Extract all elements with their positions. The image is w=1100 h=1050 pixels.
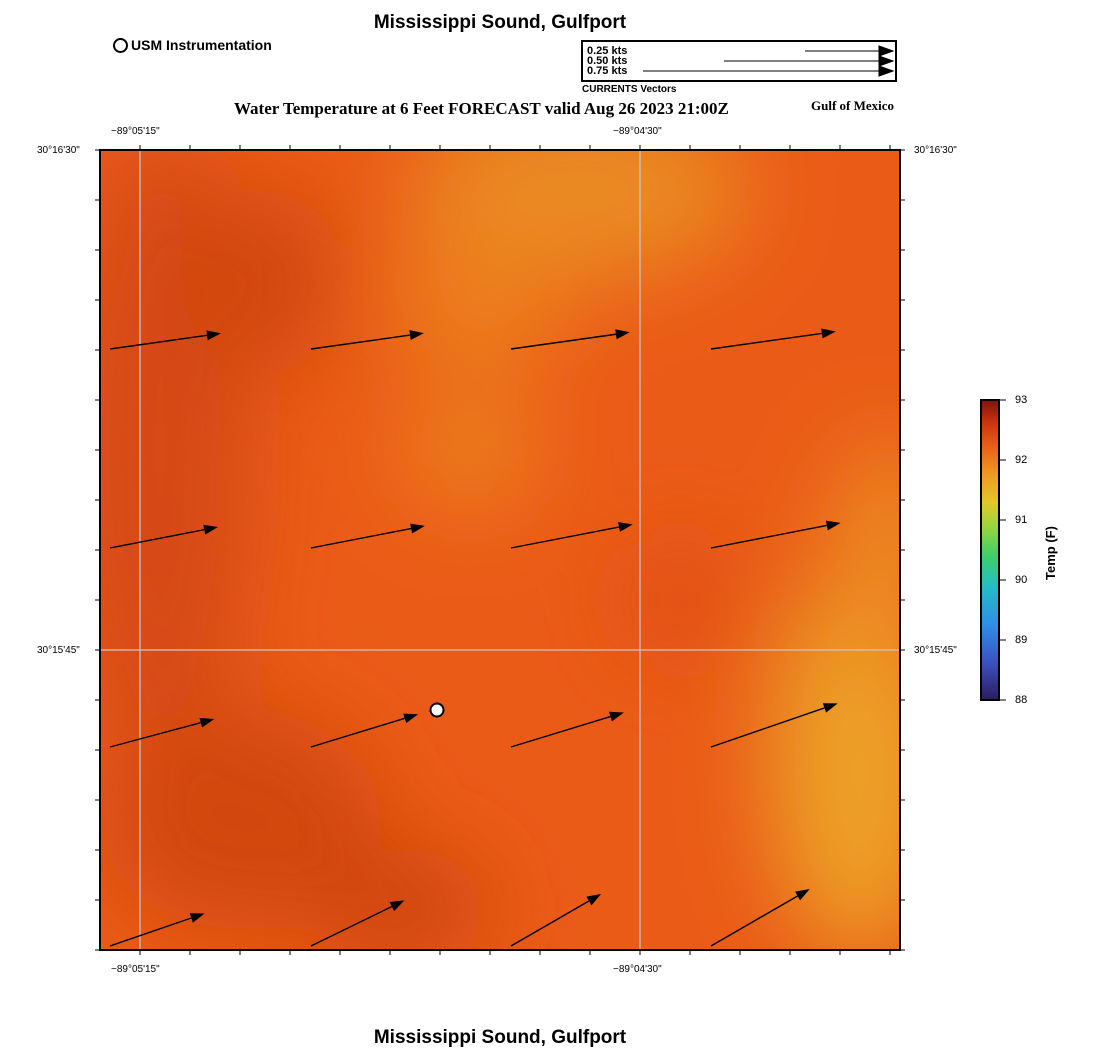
vector-legend: 0.25 kts 0.50 kts 0.75 kts bbox=[581, 40, 897, 82]
current-vector-6 bbox=[510, 522, 633, 549]
lat-label-left-1: 30°16'30" bbox=[37, 145, 80, 156]
frame-ticks bbox=[95, 145, 905, 955]
legend-arrowhead-025 bbox=[878, 45, 895, 57]
colorbar-label-90: 90 bbox=[1015, 574, 1028, 586]
current-vector-12 bbox=[109, 913, 205, 947]
current-vector-7 bbox=[710, 520, 841, 549]
current-vector-4 bbox=[109, 524, 218, 549]
colorbar-ticks bbox=[999, 399, 1006, 701]
vector-legend-label-3: 0.75 kts bbox=[587, 65, 628, 77]
colorbar-label-88: 88 bbox=[1015, 694, 1028, 706]
current-vector-9 bbox=[310, 713, 419, 748]
current-vector-2 bbox=[510, 329, 630, 350]
vector-legend-caption: CURRENTS Vectors bbox=[582, 84, 677, 95]
station-marker-icon bbox=[113, 37, 128, 53]
vector-legend-label-1: 0.25 kts bbox=[587, 45, 628, 57]
vector-legend-label-2: 0.50 kts bbox=[587, 55, 628, 67]
lat-label-right-2: 30°15'45" bbox=[914, 645, 957, 656]
lon-label-top-2: −89°04'30" bbox=[613, 126, 662, 137]
vector-legend-arrows bbox=[643, 45, 895, 77]
lon-label-bottom-1: −89°05'15" bbox=[111, 964, 160, 975]
current-vector-13 bbox=[310, 900, 405, 947]
current-vectors bbox=[109, 328, 841, 947]
colorbar-label-93: 93 bbox=[1015, 394, 1028, 406]
legend-arrowhead-075 bbox=[878, 65, 895, 77]
colorbar-label-91: 91 bbox=[1015, 514, 1028, 526]
map-subtitle: Water Temperature at 6 Feet FORECAST val… bbox=[234, 99, 729, 118]
station-legend: USM Instrumentation bbox=[113, 37, 272, 53]
colorbar-label-92: 92 bbox=[1015, 454, 1028, 466]
usm-station-marker[interactable] bbox=[429, 702, 445, 718]
current-vector-0 bbox=[109, 330, 221, 350]
region-label: Gulf of Mexico bbox=[811, 98, 895, 113]
lat-label-left-2: 30°15'45" bbox=[37, 645, 80, 656]
current-vector-5 bbox=[310, 523, 425, 549]
lon-label-top-1: −89°05'15" bbox=[111, 126, 160, 137]
station-legend-label: USM Instrumentation bbox=[131, 37, 272, 53]
current-vector-3 bbox=[710, 328, 836, 350]
map-title-top: Mississippi Sound, Gulfport bbox=[373, 12, 627, 33]
graticule bbox=[100, 150, 900, 950]
legend-arrowhead-050 bbox=[878, 55, 895, 67]
lon-label-bottom-2: −89°04'30" bbox=[613, 964, 662, 975]
lat-label-right-1: 30°16'30" bbox=[914, 145, 957, 156]
colorbar bbox=[980, 399, 1000, 701]
current-vector-15 bbox=[710, 889, 810, 947]
current-vector-1 bbox=[310, 330, 424, 350]
colorbar-label-89: 89 bbox=[1015, 634, 1028, 646]
current-vector-11 bbox=[710, 703, 838, 748]
current-vector-14 bbox=[510, 894, 602, 947]
current-vector-8 bbox=[109, 717, 215, 748]
colorbar-title: Temp (F) bbox=[1043, 526, 1058, 580]
map-title-bottom: Mississippi Sound, Gulfport bbox=[373, 1027, 627, 1048]
current-vector-10 bbox=[510, 711, 624, 748]
temperature-field bbox=[100, 150, 900, 950]
